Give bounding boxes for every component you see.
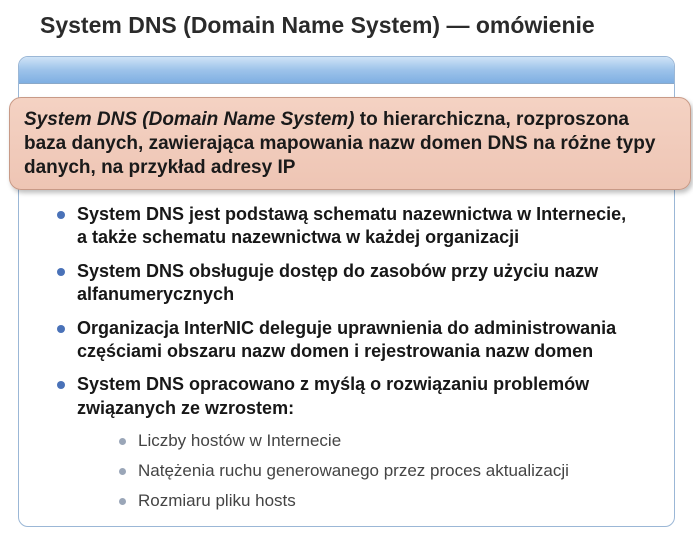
sub-bullet-dot-icon (119, 468, 126, 475)
sub-bullet-list: Liczby hostów w Internecie Natężenia ruc… (119, 430, 654, 512)
sub-bullet-dot-icon (119, 498, 126, 505)
list-item: Organizacja InterNIC deleguje uprawnieni… (57, 317, 654, 364)
bullet-dot-icon (57, 325, 65, 333)
definition-callout: System DNS (Domain Name System) to hiera… (9, 97, 691, 190)
bullet-dot-icon (57, 268, 65, 276)
sub-bullet-text: Liczby hostów w Internecie (138, 430, 341, 452)
list-item: Liczby hostów w Internecie (119, 430, 654, 452)
sub-bullet-text: Rozmiaru pliku hosts (138, 490, 296, 512)
list-item: Rozmiaru pliku hosts (119, 490, 654, 512)
list-item: Natężenia ruchu generowanego przez proce… (119, 460, 654, 482)
bullet-list: System DNS jest podstawą schematu nazewn… (57, 203, 654, 520)
bullet-text: System DNS jest podstawą schematu nazewn… (77, 203, 654, 250)
slide-title: System DNS (Domain Name System) — omówie… (0, 0, 693, 39)
content-panel: System DNS (Domain Name System) to hiera… (18, 56, 675, 527)
list-item: System DNS obsługuje dostęp do zasobów p… (57, 260, 654, 307)
list-item: System DNS jest podstawą schematu nazewn… (57, 203, 654, 250)
bullet-text: System DNS obsługuje dostęp do zasobów p… (77, 260, 654, 307)
bullet-dot-icon (57, 381, 65, 389)
sub-bullet-dot-icon (119, 438, 126, 445)
slide: System DNS (Domain Name System) — omówie… (0, 0, 693, 537)
list-item: System DNS opracowano z myślą o rozwiąza… (57, 373, 654, 420)
sub-bullet-text: Natężenia ruchu generowanego przez proce… (138, 460, 569, 482)
bullet-text: Organizacja InterNIC deleguje uprawnieni… (77, 317, 654, 364)
bullet-dot-icon (57, 211, 65, 219)
panel-header-bar (19, 57, 674, 84)
bullet-text: System DNS opracowano z myślą o rozwiąza… (77, 373, 654, 420)
callout-lead: System DNS (Domain Name System) (24, 109, 355, 130)
